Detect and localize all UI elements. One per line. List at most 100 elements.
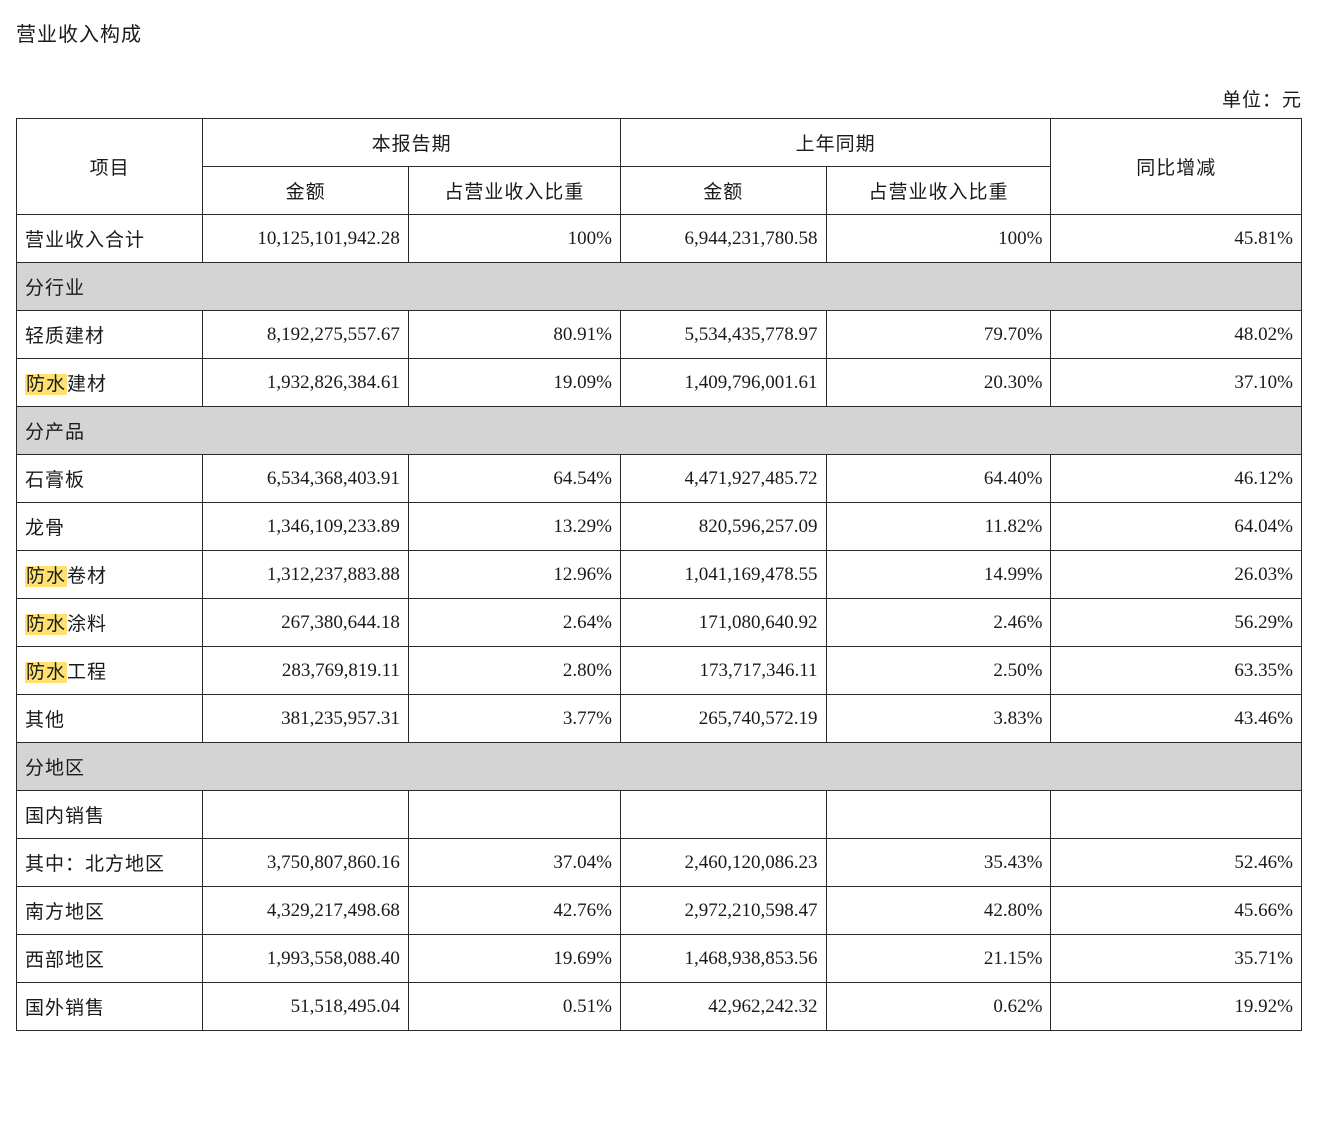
cell-yoy (1051, 791, 1302, 839)
cell-label: 国内销售 (17, 791, 203, 839)
cell-label: 西部地区 (17, 935, 203, 983)
table-body: 营业收入合计10,125,101,942.28100%6,944,231,780… (17, 215, 1302, 1031)
cell-cur-pct: 0.51% (408, 983, 620, 1031)
table-row: 国外销售51,518,495.040.51%42,962,242.320.62%… (17, 983, 1302, 1031)
section-label: 分产品 (17, 407, 1302, 455)
cell-pri-amt: 171,080,640.92 (620, 599, 826, 647)
cell-label: 防水建材 (17, 359, 203, 407)
cell-yoy: 26.03% (1051, 551, 1302, 599)
cell-label: 石膏板 (17, 455, 203, 503)
total-row: 营业收入合计10,125,101,942.28100%6,944,231,780… (17, 215, 1302, 263)
cell-yoy: 64.04% (1051, 503, 1302, 551)
cell-pri-amt: 820,596,257.09 (620, 503, 826, 551)
cell-cur-pct: 19.69% (408, 935, 620, 983)
cell-cur-pct (408, 791, 620, 839)
cell-pri-pct: 2.50% (826, 647, 1051, 695)
cell-pri-pct: 20.30% (826, 359, 1051, 407)
th-cur-amount: 金额 (203, 167, 409, 215)
cell-pri-pct: 64.40% (826, 455, 1051, 503)
cell-cur-pct: 42.76% (408, 887, 620, 935)
cell-cur-amt: 3,750,807,860.16 (203, 839, 409, 887)
cell-cur-amt: 381,235,957.31 (203, 695, 409, 743)
cell-label: 南方地区 (17, 887, 203, 935)
highlight: 防水 (25, 662, 67, 683)
cell-cur-pct: 80.91% (408, 311, 620, 359)
section-row: 分行业 (17, 263, 1302, 311)
cell-label: 防水卷材 (17, 551, 203, 599)
cell-pri-pct: 0.62% (826, 983, 1051, 1031)
cell-label: 轻质建材 (17, 311, 203, 359)
cell-pri-pct: 14.99% (826, 551, 1051, 599)
table-row: 防水工程283,769,819.112.80%173,717,346.112.5… (17, 647, 1302, 695)
cell-pri-amt: 1,409,796,001.61 (620, 359, 826, 407)
th-yoy: 同比增减 (1051, 119, 1302, 215)
section-row: 分产品 (17, 407, 1302, 455)
table-row: 西部地区1,993,558,088.4019.69%1,468,938,853.… (17, 935, 1302, 983)
cell-label: 国外销售 (17, 983, 203, 1031)
cell-yoy: 43.46% (1051, 695, 1302, 743)
cell-yoy: 19.92% (1051, 983, 1302, 1031)
cell-pri-pct (826, 791, 1051, 839)
cell-label: 其他 (17, 695, 203, 743)
cell-pri-amt: 1,468,938,853.56 (620, 935, 826, 983)
cell-yoy: 46.12% (1051, 455, 1302, 503)
table-row: 轻质建材8,192,275,557.6780.91%5,534,435,778.… (17, 311, 1302, 359)
cell-pri-pct: 3.83% (826, 695, 1051, 743)
page-title: 营业收入构成 (16, 18, 1302, 47)
cell-cur-pct: 12.96% (408, 551, 620, 599)
section-row: 分地区 (17, 743, 1302, 791)
cell-pri-amt: 265,740,572.19 (620, 695, 826, 743)
cell-cur-amt: 8,192,275,557.67 (203, 311, 409, 359)
cell-pri-amt: 2,460,120,086.23 (620, 839, 826, 887)
th-cur-pct: 占营业收入比重 (408, 167, 620, 215)
cell-pri-amt: 6,944,231,780.58 (620, 215, 826, 263)
highlight: 防水 (25, 374, 67, 395)
th-prior-period: 上年同期 (620, 119, 1050, 167)
unit-label: 单位：元 (16, 85, 1302, 112)
th-current-period: 本报告期 (203, 119, 621, 167)
cell-label: 营业收入合计 (17, 215, 203, 263)
cell-pri-pct: 100% (826, 215, 1051, 263)
cell-pri-amt: 42,962,242.32 (620, 983, 826, 1031)
cell-pri-pct: 42.80% (826, 887, 1051, 935)
cell-cur-pct: 2.64% (408, 599, 620, 647)
cell-cur-pct: 37.04% (408, 839, 620, 887)
table-row: 南方地区4,329,217,498.6842.76%2,972,210,598.… (17, 887, 1302, 935)
table-row: 国内销售 (17, 791, 1302, 839)
cell-cur-amt: 1,346,109,233.89 (203, 503, 409, 551)
cell-cur-amt (203, 791, 409, 839)
cell-pri-pct: 11.82% (826, 503, 1051, 551)
cell-cur-pct: 19.09% (408, 359, 620, 407)
table-row: 龙骨1,346,109,233.8913.29%820,596,257.0911… (17, 503, 1302, 551)
cell-yoy: 35.71% (1051, 935, 1302, 983)
cell-yoy: 37.10% (1051, 359, 1302, 407)
cell-pri-pct: 2.46% (826, 599, 1051, 647)
table-row: 防水建材1,932,826,384.6119.09%1,409,796,001.… (17, 359, 1302, 407)
table-row: 其中：北方地区3,750,807,860.1637.04%2,460,120,0… (17, 839, 1302, 887)
cell-yoy: 52.46% (1051, 839, 1302, 887)
cell-yoy: 48.02% (1051, 311, 1302, 359)
cell-cur-amt: 6,534,368,403.91 (203, 455, 409, 503)
cell-cur-pct: 100% (408, 215, 620, 263)
cell-cur-pct: 13.29% (408, 503, 620, 551)
cell-pri-pct: 35.43% (826, 839, 1051, 887)
highlight: 防水 (25, 566, 67, 587)
cell-pri-pct: 21.15% (826, 935, 1051, 983)
cell-cur-amt: 4,329,217,498.68 (203, 887, 409, 935)
table-row: 石膏板6,534,368,403.9164.54%4,471,927,485.7… (17, 455, 1302, 503)
cell-pri-amt: 2,972,210,598.47 (620, 887, 826, 935)
cell-pri-amt: 173,717,346.11 (620, 647, 826, 695)
cell-pri-pct: 79.70% (826, 311, 1051, 359)
cell-cur-amt: 283,769,819.11 (203, 647, 409, 695)
cell-pri-amt: 5,534,435,778.97 (620, 311, 826, 359)
cell-cur-amt: 51,518,495.04 (203, 983, 409, 1031)
cell-cur-amt: 10,125,101,942.28 (203, 215, 409, 263)
cell-cur-amt: 1,932,826,384.61 (203, 359, 409, 407)
cell-label: 龙骨 (17, 503, 203, 551)
section-label: 分地区 (17, 743, 1302, 791)
highlight: 防水 (25, 614, 67, 635)
cell-yoy: 45.66% (1051, 887, 1302, 935)
table-row: 其他381,235,957.313.77%265,740,572.193.83%… (17, 695, 1302, 743)
th-item: 项目 (17, 119, 203, 215)
cell-cur-pct: 64.54% (408, 455, 620, 503)
